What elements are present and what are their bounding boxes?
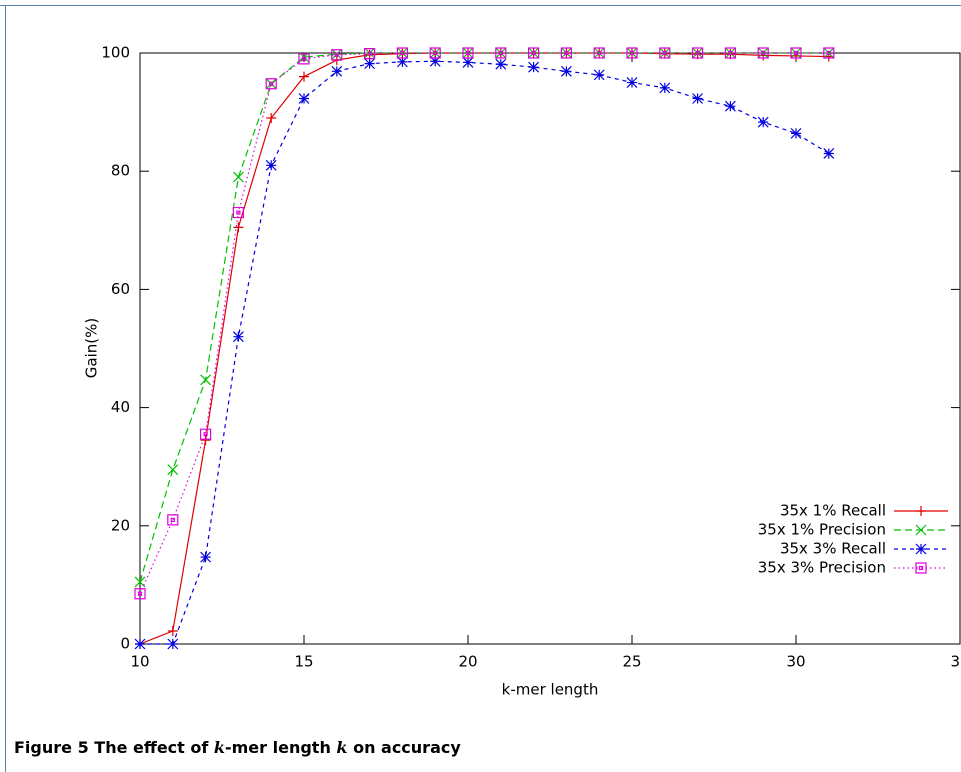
marker xyxy=(200,428,212,440)
marker xyxy=(823,47,835,59)
marker xyxy=(429,55,441,67)
x-tick-label: 30 xyxy=(786,653,805,671)
marker xyxy=(265,78,277,90)
marker xyxy=(167,464,179,476)
x-tick-label: 35 xyxy=(950,653,961,671)
marker xyxy=(299,71,309,82)
marker xyxy=(396,47,408,59)
marker xyxy=(626,47,638,59)
y-tick-label: 0 xyxy=(120,635,130,653)
caption-label: Figure 5 xyxy=(14,738,89,757)
marker xyxy=(167,514,179,526)
legend-label: 35x 3% Recall xyxy=(780,540,886,558)
marker xyxy=(626,47,638,59)
x-tick-label: 20 xyxy=(458,653,477,671)
legend-label: 35x 3% Precision xyxy=(758,559,886,577)
marker xyxy=(593,47,605,59)
marker xyxy=(790,47,802,59)
y-tick-label: 20 xyxy=(111,516,130,534)
marker xyxy=(462,47,474,59)
marker xyxy=(364,47,376,59)
caption-var: k xyxy=(213,738,225,757)
legend-label: 35x 1% Recall xyxy=(780,502,886,520)
marker xyxy=(266,113,277,124)
caption-text: The effect of xyxy=(88,738,214,757)
marker xyxy=(232,206,244,219)
marker xyxy=(724,47,736,59)
marker xyxy=(265,159,277,171)
marker xyxy=(298,53,310,65)
marker xyxy=(757,116,769,128)
y-axis-label: Gain(%) xyxy=(83,318,101,378)
series-line xyxy=(140,60,830,645)
marker xyxy=(757,47,769,59)
marker xyxy=(495,47,507,59)
marker xyxy=(495,47,507,59)
x-tick-label: 25 xyxy=(622,653,641,671)
marker xyxy=(200,551,212,563)
marker xyxy=(200,435,211,446)
marker xyxy=(528,61,540,73)
series-line xyxy=(139,52,829,583)
series-line xyxy=(139,52,829,595)
y-tick-label: 100 xyxy=(101,44,130,62)
marker xyxy=(298,93,310,104)
marker xyxy=(692,47,704,59)
y-tick-label: 60 xyxy=(111,280,130,298)
marker xyxy=(593,69,605,81)
marker xyxy=(593,47,605,59)
marker xyxy=(560,47,572,59)
caption: Figure 5 The effect of k-mer length k on… xyxy=(14,738,461,757)
marker xyxy=(659,47,671,59)
series-line xyxy=(139,52,829,645)
marker xyxy=(134,638,146,650)
marker xyxy=(331,49,343,61)
marker xyxy=(724,47,736,59)
x-tick-label: 15 xyxy=(294,653,313,671)
marker xyxy=(790,127,802,139)
marker xyxy=(167,625,178,636)
legend-label: 35x 1% Precision xyxy=(758,521,886,539)
marker xyxy=(364,58,376,70)
caption-text: -mer length xyxy=(224,738,337,757)
marker xyxy=(528,47,540,59)
marker xyxy=(692,93,704,104)
marker xyxy=(167,638,179,650)
marker xyxy=(659,82,671,94)
marker xyxy=(232,331,244,343)
marker xyxy=(757,47,769,59)
marker xyxy=(134,588,146,600)
marker xyxy=(364,47,376,60)
y-tick-label: 40 xyxy=(111,398,130,416)
marker xyxy=(396,47,408,59)
marker xyxy=(200,374,212,386)
marker xyxy=(560,65,572,77)
marker xyxy=(916,506,926,516)
marker xyxy=(692,47,704,59)
marker xyxy=(495,58,507,70)
marker xyxy=(528,47,540,59)
marker xyxy=(724,100,736,112)
marker xyxy=(823,148,835,159)
marker xyxy=(429,47,441,59)
marker xyxy=(915,562,927,574)
x-tick-label: 10 xyxy=(130,653,149,671)
marker xyxy=(232,171,244,183)
marker xyxy=(331,65,343,77)
marker xyxy=(233,222,244,233)
caption-var: k xyxy=(336,738,348,757)
caption-text: on accuracy xyxy=(347,738,461,757)
marker xyxy=(915,524,927,536)
marker xyxy=(823,47,835,59)
marker xyxy=(915,543,927,555)
marker xyxy=(462,57,474,68)
marker xyxy=(626,77,638,88)
x-axis-label: k-mer length xyxy=(502,681,599,699)
marker xyxy=(265,78,277,90)
y-tick-label: 80 xyxy=(111,162,130,180)
marker xyxy=(396,56,408,68)
